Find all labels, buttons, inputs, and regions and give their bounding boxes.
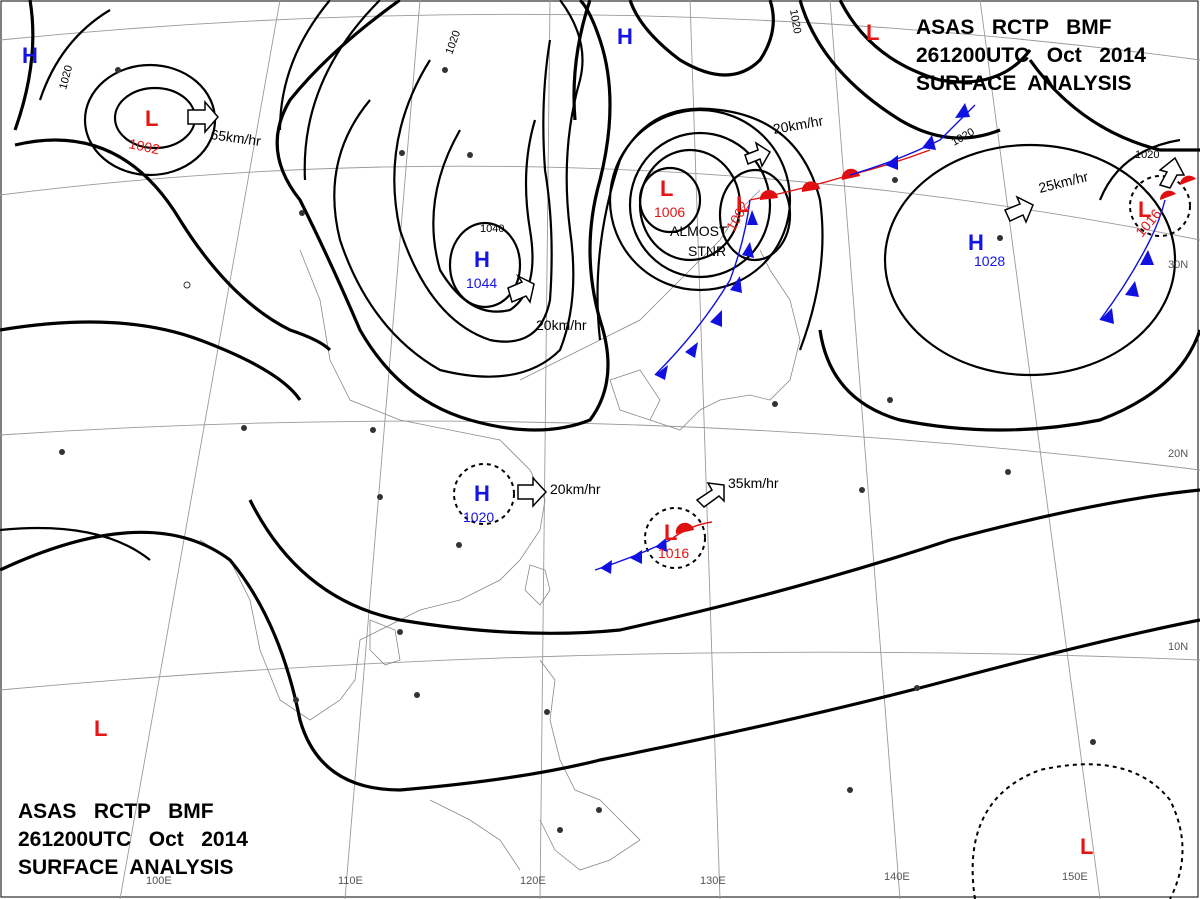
cold-front-barb (955, 103, 970, 118)
isobar-value: 1040 (480, 223, 504, 235)
dashed-circulations (453, 175, 1191, 899)
warm-front-bump (801, 181, 820, 192)
latitude-label: 10N (1168, 641, 1188, 653)
cold-front-barb (747, 210, 758, 225)
high-center-label: H (968, 230, 984, 255)
longitude-label: 140E (884, 871, 910, 883)
low-center-label: L (660, 176, 673, 201)
chart-title-top: ASAS RCTP BMF 261200UTC Oct 2014 SURFACE… (916, 14, 1146, 98)
movement-speed-label: 20km/hr (536, 317, 587, 333)
chart-title-bottom: ASAS RCTP BMF 261200UTC Oct 2014 SURFACE… (18, 798, 248, 882)
longitude-label: 130E (700, 875, 726, 887)
low-center-label: L (664, 520, 677, 545)
cold-front-barb (885, 155, 898, 170)
isobar-value: 1020 (1135, 149, 1159, 161)
cold-front-barb (1100, 308, 1114, 324)
low-center-label: L (1138, 197, 1151, 222)
low-center-label: L (866, 20, 879, 45)
warm-front-bump (759, 189, 778, 200)
latitude-label: 20N (1168, 448, 1188, 460)
isobars (0, 0, 1200, 792)
cold-front-barb (685, 342, 698, 358)
low-pressure-value: 1016 (658, 545, 689, 561)
cold-front-barb (655, 365, 668, 380)
stationary-annotation: ALMOST STNR (670, 223, 728, 259)
cold-front-barb (710, 310, 722, 327)
high-pressure-value: 1020 (463, 509, 494, 525)
title-line: 261200UTC Oct 2014 (916, 44, 1146, 67)
high-center-label: H (617, 24, 633, 49)
cold-front-east (1099, 199, 1166, 321)
title-line: SURFACE ANALYSIS (18, 856, 234, 879)
cold-front-barb (655, 538, 667, 552)
high-pressure-value: 1044 (466, 275, 497, 291)
low-center-label: L (736, 192, 749, 217)
low-center-label: L (1080, 834, 1093, 859)
cold-front-barb (922, 135, 936, 150)
longitude-label: 150E (1062, 871, 1088, 883)
movement-speed-label: 35km/hr (728, 475, 779, 491)
high-center-label: H (474, 481, 490, 506)
cold-front-barb (1140, 250, 1154, 265)
cold-front-barb (1125, 281, 1139, 297)
cold-front-barb (600, 560, 612, 574)
cold-front-main (654, 199, 751, 376)
longitude-label: 120E (520, 875, 546, 887)
title-line: ASAS RCTP BMF (18, 800, 214, 823)
isobar-value: 1020 (787, 8, 803, 34)
annotation-line: STNR (688, 243, 726, 259)
low-center-label: L (145, 106, 158, 131)
movement-speed-label: 65km/hr (210, 126, 263, 149)
cold-front-barb (742, 242, 754, 258)
high-pressure-value: 1028 (974, 253, 1005, 269)
warm-front-bump (1159, 190, 1176, 200)
fronts (594, 103, 1196, 574)
longitude-label: 110E (338, 875, 363, 887)
low-center-label: L (94, 716, 107, 741)
title-line: SURFACE ANALYSIS (916, 72, 1132, 95)
title-line: ASAS RCTP BMF (916, 16, 1112, 39)
movement-speed-label: 20km/hr (550, 481, 601, 497)
latitude-label: 30N (1168, 259, 1188, 271)
station-plots (59, 67, 1096, 833)
cold-front-barb (630, 550, 642, 564)
graticule-labels: 30N 20N 10N 100E 110E 120E 130E 140E 150… (146, 259, 1188, 887)
low-pressure-value: 1006 (654, 204, 685, 220)
coastlines (199, 189, 801, 871)
pressure-systems: L 1002 H 1044 L 1006 L 1002 H 1028 L 101… (22, 20, 1164, 859)
cold-front-barb (730, 276, 742, 293)
warm-front-bump (675, 522, 694, 534)
longitude-label: 100E (146, 875, 172, 887)
movement-arrows (187, 99, 1186, 508)
high-center-label: H (474, 247, 490, 272)
annotation-line: ALMOST (670, 223, 728, 239)
title-line: 261200UTC Oct 2014 (18, 828, 248, 851)
warm-front-bump (1179, 175, 1196, 185)
high-center-label: H (22, 43, 38, 68)
low-pressure-value: 1002 (127, 135, 161, 157)
